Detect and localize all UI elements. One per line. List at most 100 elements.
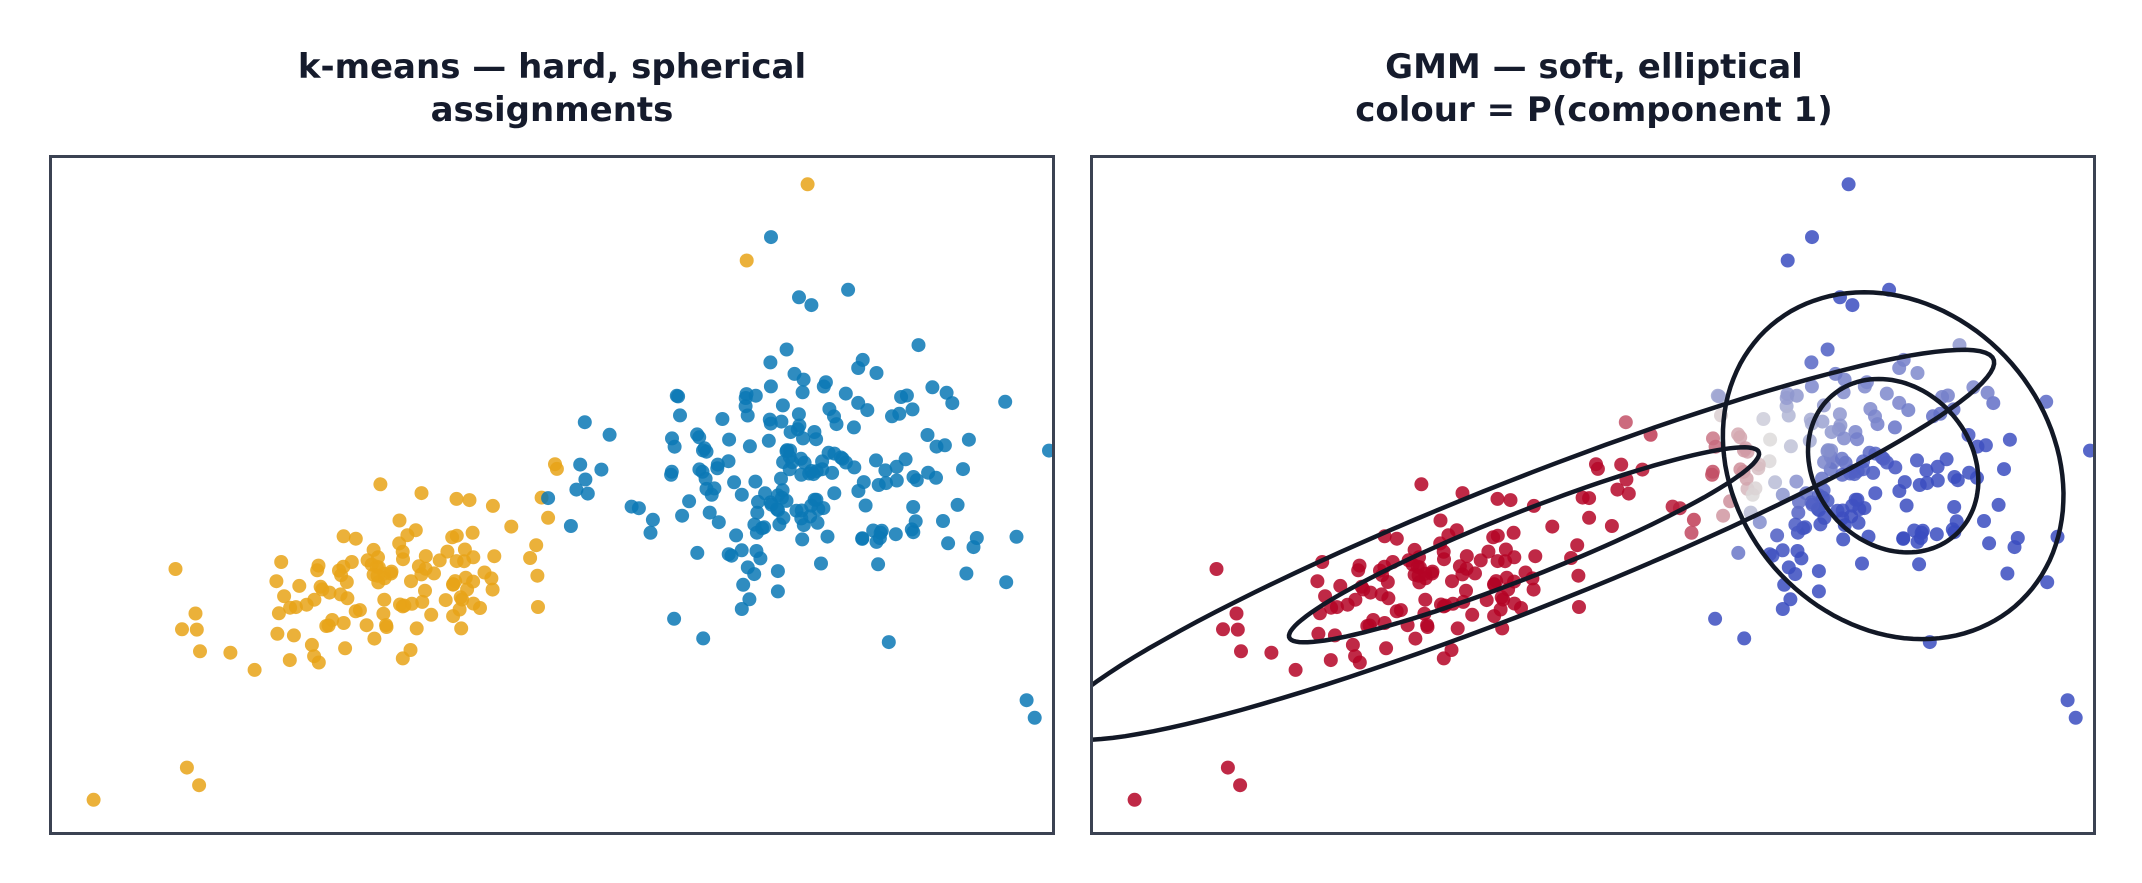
cluster-b-point: [847, 460, 862, 475]
cluster-a-point: [457, 542, 472, 557]
cluster-a-point: [523, 551, 538, 565]
gmm-point: [1545, 519, 1560, 534]
cluster-b-point: [869, 534, 884, 549]
cluster-b-point: [906, 525, 921, 540]
cluster-b-point: [702, 505, 717, 520]
gmm-point: [1912, 557, 1927, 572]
cluster-a-point: [332, 563, 346, 578]
cluster-a-point: [504, 519, 519, 534]
gmm-point: [1445, 574, 1459, 589]
gmm-point: [1604, 519, 1619, 533]
gmm-point: [1503, 493, 1518, 508]
gmm-panel-title: GMM — soft, elliptical colour = P(compon…: [1092, 46, 2096, 132]
gmm-point: [1805, 230, 1819, 245]
kmeans-title-line-2: assignments: [430, 90, 674, 130]
gmm-point: [1815, 414, 1830, 429]
cluster-a-point: [348, 604, 363, 619]
gmm-point: [1311, 626, 1326, 641]
cluster-b-point: [911, 338, 926, 353]
cluster-a-point: [188, 606, 203, 621]
cluster-a-point: [193, 644, 207, 659]
cluster-a-point: [269, 574, 284, 589]
cluster-b-point: [751, 494, 765, 509]
gmm-point: [1220, 760, 1235, 775]
cluster-b-point: [866, 523, 881, 538]
cluster-b-point: [707, 481, 722, 496]
gmm-point: [1912, 478, 1927, 492]
cluster-b-point: [816, 501, 831, 516]
gmm-point: [1910, 366, 1925, 380]
gmm-point: [1731, 427, 1746, 442]
cluster-b-point: [956, 462, 970, 477]
cluster-b-point: [851, 361, 866, 375]
cluster-b-point: [827, 409, 841, 424]
cluster-a-point: [384, 566, 398, 581]
gmm-point: [1716, 508, 1731, 523]
gmm-point: [2010, 531, 2025, 545]
cluster-b-point: [671, 389, 686, 404]
cluster-a-point: [449, 491, 464, 506]
cluster-b-point: [841, 282, 856, 297]
cluster-b-point: [871, 557, 886, 572]
cluster-b-point: [774, 414, 789, 429]
gmm-point: [1618, 415, 1633, 430]
gmm-point: [1348, 649, 1363, 664]
gmm-point: [1888, 460, 1903, 475]
cluster-b-point: [770, 564, 785, 579]
cluster-a-point: [454, 621, 469, 636]
cluster-b-point: [682, 494, 697, 509]
gmm-point: [1127, 792, 1142, 807]
cluster-b-point: [881, 635, 896, 650]
cluster-a-point: [395, 651, 410, 666]
cluster-a-point: [418, 549, 433, 564]
gmm-point: [1465, 607, 1480, 622]
cluster-b-point: [816, 379, 831, 394]
cluster-b-point: [747, 517, 762, 532]
gmm-point: [1433, 513, 1448, 528]
cluster-a-point: [175, 622, 189, 637]
gmm-point: [1775, 602, 1790, 616]
gmm-point: [1929, 527, 1944, 542]
cluster-b-point: [925, 380, 940, 395]
gmm-point: [1789, 474, 1804, 489]
gmm-point: [1836, 532, 1851, 547]
cluster-a-point: [529, 538, 544, 553]
cluster-b-point: [577, 415, 592, 430]
cluster-a-point: [432, 553, 447, 568]
gmm-point: [1712, 389, 1727, 404]
gmm-point: [1811, 564, 1826, 579]
cluster-a-point: [282, 653, 297, 668]
gmm-point: [1947, 500, 1962, 514]
gmm-point: [1570, 538, 1585, 553]
gmm-point: [2068, 710, 2083, 725]
cluster-a-point: [339, 575, 354, 589]
gmm-point: [1229, 606, 1244, 621]
cluster-a-point: [446, 577, 461, 592]
gmm-point: [1947, 525, 1962, 540]
gmm-point: [1980, 385, 1995, 400]
cluster-b-point: [692, 462, 707, 477]
cluster-b-point: [941, 536, 956, 551]
cluster-b-point: [563, 519, 578, 533]
gmm-point: [1748, 481, 1763, 496]
cluster-a-point: [373, 477, 388, 492]
gmm-point: [2083, 443, 2096, 458]
gmm-point: [1930, 473, 1945, 488]
cluster-a-point: [338, 641, 353, 656]
gmm-point: [1804, 379, 1819, 394]
cluster-a-point: [304, 637, 319, 652]
plot-frame: [49, 155, 1055, 835]
gmm-point: [1686, 512, 1701, 527]
gmm-point: [1590, 461, 1605, 476]
cluster-a-point: [460, 582, 475, 597]
cluster-b-point: [722, 432, 737, 447]
gmm-point: [1896, 531, 1911, 546]
gmm-point: [2000, 566, 2015, 581]
gmm-point: [1323, 653, 1338, 668]
cluster-b-point: [804, 298, 819, 313]
cluster-a-point: [179, 760, 194, 775]
gmm-point: [1817, 455, 1832, 470]
gmm-point: [1705, 464, 1720, 479]
cluster-b-point: [779, 342, 794, 357]
gmm-point: [1498, 542, 1513, 557]
